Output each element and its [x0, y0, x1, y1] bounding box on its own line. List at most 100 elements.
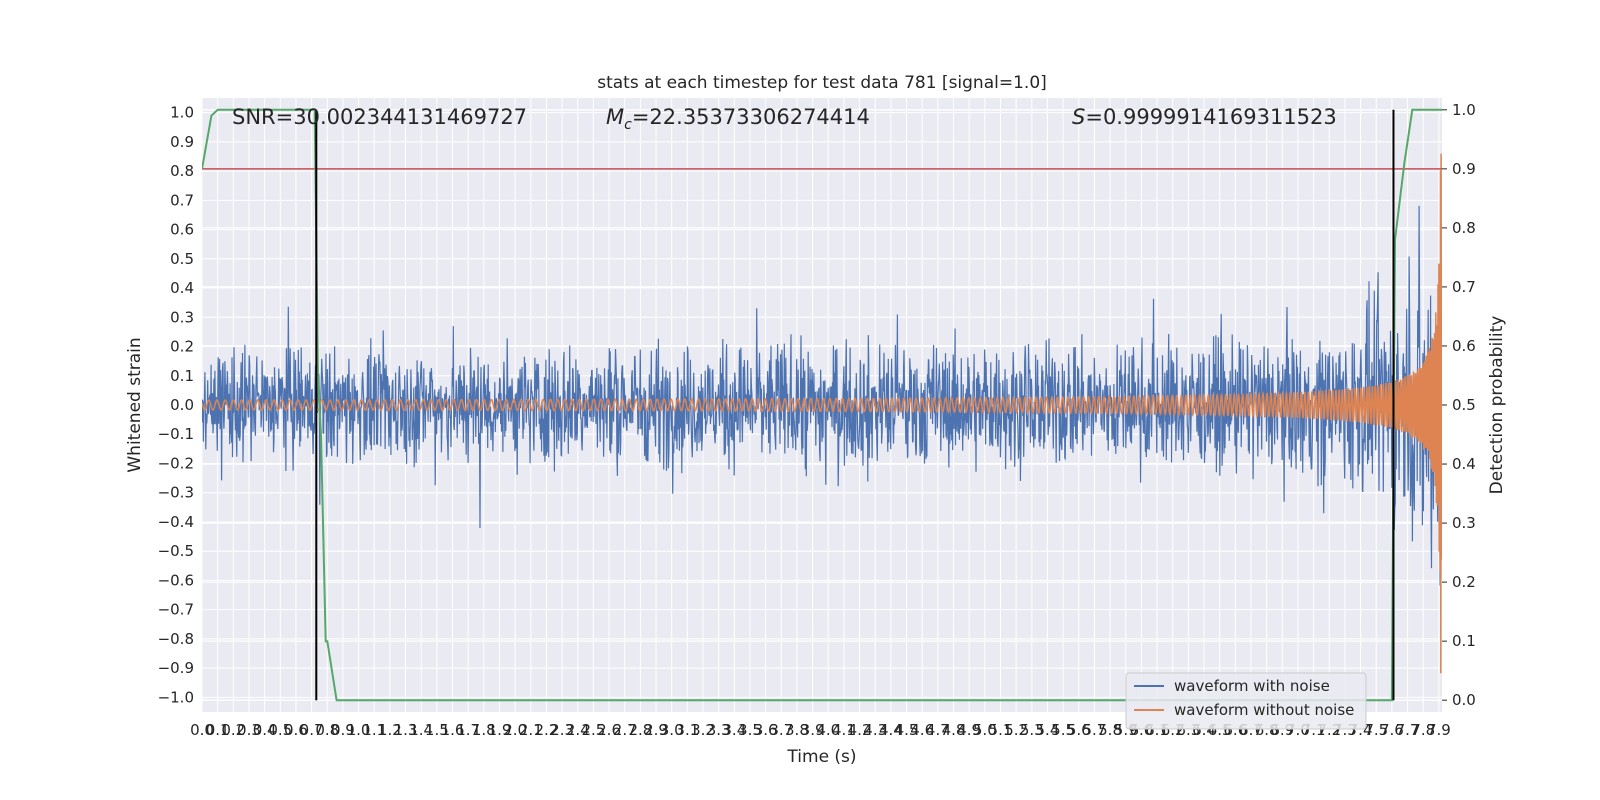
y-tick-label: −0.6	[158, 571, 194, 589]
x-tick-label: 7.5	[1364, 721, 1388, 739]
x-tick-label: 5.6	[1067, 721, 1091, 739]
x-tick-label: 5.3	[1020, 721, 1044, 739]
y-tick-label: −0.5	[158, 542, 194, 560]
x-tick-label: 1.6	[441, 721, 465, 739]
x-tick-label: 2.5	[581, 721, 605, 739]
chirp-mass-symbol: M	[606, 105, 624, 129]
x-tick-label: 4.0	[816, 721, 840, 739]
x-tick-label: 1.5	[425, 721, 449, 739]
x-tick-label: 4.5	[895, 721, 919, 739]
s-symbol: S	[1072, 105, 1085, 129]
y-right-tick-label: 0.0	[1452, 691, 1476, 709]
chirp-mass-subscript: c	[624, 117, 632, 133]
x-tick-label: 3.4	[722, 721, 746, 739]
x-tick-label: 1.3	[394, 721, 418, 739]
y-tick-label: −0.2	[158, 454, 194, 472]
x-tick-label: 0.6	[284, 721, 308, 739]
x-tick-label: 1.0	[347, 721, 371, 739]
x-tick-label: 4.7	[926, 721, 950, 739]
x-tick-label: 5.5	[1051, 721, 1075, 739]
y-right-tick-label: 1.0	[1452, 101, 1476, 119]
y-tick-label: −0.9	[158, 659, 194, 677]
y-tick-label: 0.4	[170, 279, 194, 297]
x-tick-label: 4.8	[942, 721, 966, 739]
legend-label-clean: waveform without noise	[1174, 701, 1354, 719]
y-right-tick-label: 0.8	[1452, 219, 1476, 237]
y-axis-right-ticks: 1.0 0.9 0.8 0.7 0.6 0.5 0.4 0.3 0.2 0.1 0.0	[1442, 101, 1476, 709]
x-tick-label: 3.5	[738, 721, 762, 739]
y-tick-label: −0.7	[158, 601, 194, 619]
x-tick-label: 2.7	[613, 721, 637, 739]
y-tick-label: −1.0	[158, 688, 194, 706]
x-tick-label: 1.2	[378, 721, 402, 739]
x-tick-label: 1.8	[472, 721, 496, 739]
x-tick-label: 3.2	[691, 721, 715, 739]
y-tick-label: −0.4	[158, 513, 194, 531]
x-tick-label: 2.4	[566, 721, 590, 739]
s-annotation: S=0.9999914169311523	[1072, 105, 1337, 129]
x-tick-label: 5.8	[1098, 721, 1122, 739]
x-tick-label: 4.6	[910, 721, 934, 739]
x-tick-label: 0.3	[237, 721, 261, 739]
y-right-tick-label: 0.2	[1452, 573, 1476, 591]
y-axis-right-label: Detection probability	[1487, 316, 1507, 495]
x-tick-label: 3.6	[754, 721, 778, 739]
x-tick-label: 3.8	[785, 721, 809, 739]
x-tick-label: 3.3	[707, 721, 731, 739]
y-right-tick-label: 0.6	[1452, 337, 1476, 355]
vertical-markers	[315, 109, 1395, 701]
x-tick-label: 4.9	[957, 721, 981, 739]
waveform-without-noise-line	[202, 153, 1442, 674]
x-tick-label: 0.7	[300, 721, 324, 739]
y-tick-label: 1.0	[170, 104, 194, 122]
x-tick-label: 2.8	[628, 721, 652, 739]
y-right-tick-label: 0.9	[1452, 160, 1476, 178]
x-tick-label: 4.3	[863, 721, 887, 739]
x-tick-label: 4.4	[879, 721, 903, 739]
x-tick-label: 0.5	[268, 721, 292, 739]
y-tick-label: 0.5	[170, 250, 194, 268]
chirp-mass-value: =22.35373306274414	[632, 105, 870, 129]
y-tick-label: 0.6	[170, 221, 194, 239]
x-tick-label: 7.7	[1396, 721, 1420, 739]
y-tick-label: −0.3	[158, 484, 194, 502]
x-tick-label: 4.2	[848, 721, 872, 739]
y-tick-label: −0.1	[158, 425, 194, 443]
x-tick-label: 7.8	[1411, 721, 1435, 739]
x-tick-label: 0.2	[221, 721, 245, 739]
x-axis-label: Time (s)	[786, 747, 856, 767]
x-tick-label: 0.9	[331, 721, 355, 739]
y-right-tick-label: 0.4	[1452, 455, 1476, 473]
x-tick-label: 0.8	[315, 721, 339, 739]
y-right-tick-label: 0.3	[1452, 514, 1476, 532]
x-tick-label: 0.0	[190, 721, 214, 739]
chart-title: stats at each timestep for test data 781…	[597, 73, 1047, 93]
x-tick-label: 2.1	[519, 721, 543, 739]
detection-probability-line	[202, 108, 1442, 702]
x-tick-label: 0.1	[206, 721, 230, 739]
x-tick-label: 2.3	[550, 721, 574, 739]
legend-label-noise: waveform with noise	[1174, 677, 1330, 695]
x-tick-label: 5.0	[973, 721, 997, 739]
x-tick-label: 5.1	[989, 721, 1013, 739]
x-tick-label: 2.0	[503, 721, 527, 739]
x-tick-label: 1.9	[488, 721, 512, 739]
x-tick-label: 5.7	[1082, 721, 1106, 739]
x-tick-label: 5.2	[1004, 721, 1028, 739]
x-tick-label: 5.4	[1036, 721, 1060, 739]
y-tick-label: 0.8	[170, 162, 194, 180]
waveform-with-noise-line	[202, 174, 1442, 586]
x-tick-label: 3.0	[660, 721, 684, 739]
y-tick-label: 0.2	[170, 338, 194, 356]
x-tick-label: 2.2	[535, 721, 559, 739]
y-tick-label: 0.7	[170, 191, 194, 209]
x-tick-label: 0.4	[253, 721, 277, 739]
y-right-tick-label: 0.7	[1452, 278, 1476, 296]
x-tick-label: 3.9	[801, 721, 825, 739]
y-tick-label: 0.3	[170, 308, 194, 326]
chirp-mass-annotation: Mc=22.35373306274414	[606, 105, 870, 133]
y-tick-label: 0.0	[170, 396, 194, 414]
x-tick-label: 3.7	[769, 721, 793, 739]
